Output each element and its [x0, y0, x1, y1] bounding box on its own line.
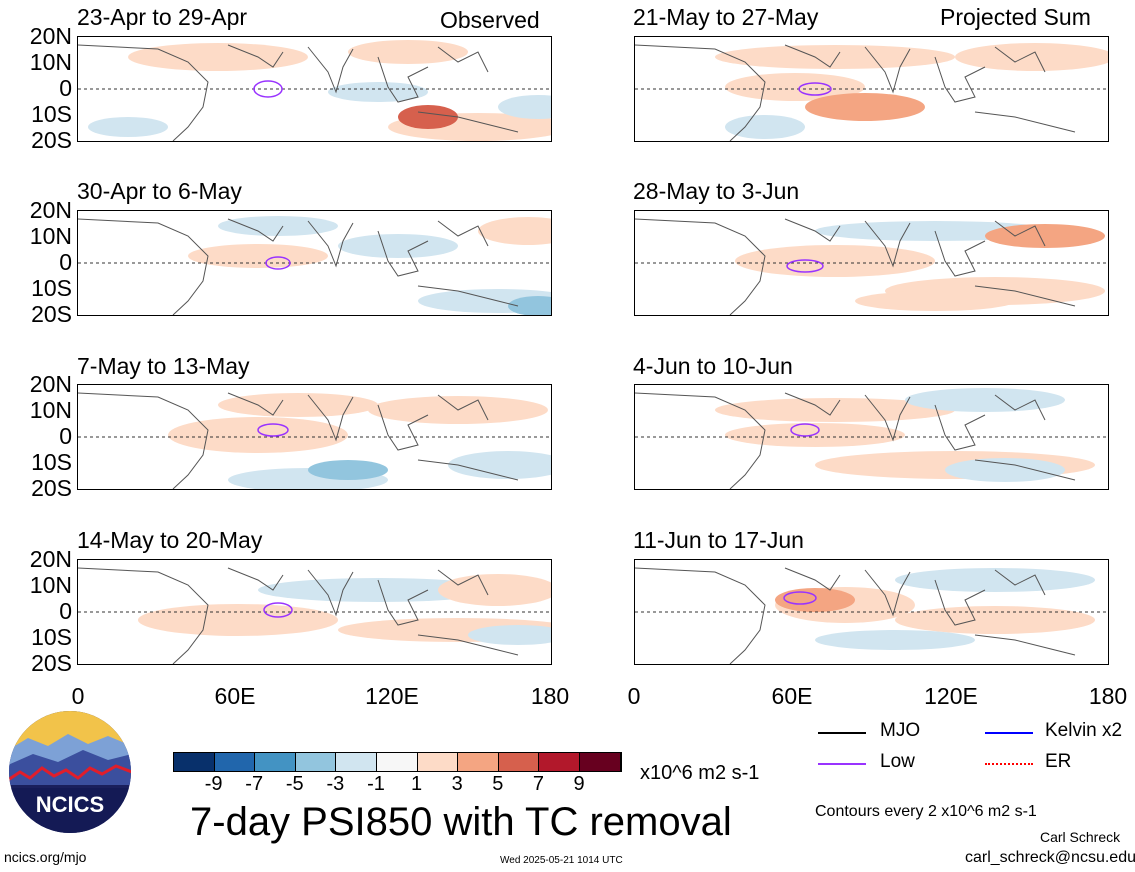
colorbar-tick-label: 1 — [411, 773, 423, 795]
contour-note: Contours every 2 x10^6 m2 s-1 — [815, 803, 1037, 820]
legend-mjo-line — [818, 732, 866, 734]
colorbar-units: x10^6 m2 s-1 — [640, 762, 760, 784]
lat-label: 0 — [59, 598, 72, 624]
lon-label: 180 — [1088, 683, 1128, 709]
author-name: Carl Schreck — [1040, 829, 1121, 845]
lat-label: 10N — [29, 223, 72, 249]
timestamp: Wed 2025-05-21 1014 UTC — [500, 855, 623, 866]
colorbar-box — [295, 753, 337, 771]
colorbar-box — [498, 753, 540, 771]
lat-label: 10N — [29, 49, 72, 75]
colorbar — [173, 752, 622, 772]
colorbar-tick-label: 9 — [573, 773, 585, 795]
colorbar-tick-label: 7 — [532, 773, 544, 795]
lat-label: 10N — [29, 397, 72, 423]
lat-label: 20N — [29, 23, 72, 49]
colorbar-tick-label: -9 — [204, 773, 223, 795]
observed-label: Observed — [440, 7, 540, 33]
lat-label: 10N — [29, 572, 72, 598]
lon-label: 0 — [71, 683, 85, 709]
lat-label: 20S — [31, 475, 72, 501]
panel-title: 30-Apr to 6-May — [77, 178, 242, 204]
panel-title: 23-Apr to 29-Apr — [77, 4, 248, 30]
colorbar-tick-label: -3 — [326, 773, 345, 795]
colorbar-box — [376, 753, 418, 771]
lon-label: 0 — [627, 683, 641, 709]
lat-label: 20S — [31, 301, 72, 327]
psi850-map — [77, 384, 552, 490]
lat-label: 20S — [31, 650, 72, 676]
colorbar-tick-label: -7 — [245, 773, 264, 795]
lon-label: 120E — [365, 683, 419, 709]
lat-label: 10S — [31, 275, 72, 301]
colorbar-box — [579, 753, 621, 771]
lon-label: 60E — [214, 683, 256, 709]
site-link[interactable]: ncics.org/mjo — [4, 849, 87, 865]
lat-label: 10S — [31, 624, 72, 650]
colorbar-tick-label: 3 — [451, 773, 463, 795]
legend-kelvin-line — [985, 732, 1033, 734]
lon-label: 180 — [530, 683, 570, 709]
psi850-map — [77, 210, 552, 316]
legend-er-line — [985, 763, 1033, 765]
colorbar-box — [336, 753, 377, 771]
colorbar-box — [458, 753, 499, 771]
lat-label: 20N — [29, 197, 72, 223]
lat-label: 0 — [59, 75, 72, 101]
psi850-map — [634, 384, 1109, 490]
psi850-map — [634, 210, 1109, 316]
psi850-map — [77, 36, 552, 142]
lat-label: 0 — [59, 249, 72, 275]
lat-label: 20N — [29, 546, 72, 572]
psi850-map — [77, 559, 552, 665]
projected-label: Projected Sum — [940, 4, 1091, 30]
legend-er-label: ER — [1045, 751, 1072, 772]
colorbar-tick-label: 5 — [492, 773, 504, 795]
lat-label: 20S — [31, 127, 72, 153]
panel-title: 11-Jun to 17-Jun — [633, 527, 804, 553]
panel-title: 14-May to 20-May — [77, 527, 263, 553]
lon-label: 60E — [771, 683, 813, 709]
colorbar-box — [255, 753, 296, 771]
lat-label: 10S — [31, 449, 72, 475]
lat-label: 0 — [59, 423, 72, 449]
panel-title: 4-Jun to 10-Jun — [633, 353, 793, 379]
psi850-map — [634, 36, 1109, 142]
colorbar-box — [174, 753, 215, 771]
main-title: 7-day PSI850 with TC removal — [190, 800, 732, 844]
panel-title: 28-May to 3-Jun — [633, 178, 800, 204]
author-email: carl_schreck@ncsu.edu — [965, 849, 1135, 866]
ncics-logo: NCICS — [8, 710, 132, 834]
lat-label: 10S — [31, 101, 72, 127]
panel-title: 7-May to 13-May — [77, 353, 250, 379]
colorbar-box — [539, 753, 580, 771]
legend-low-label: Low — [880, 751, 915, 772]
legend-mjo-label: MJO — [880, 720, 921, 741]
panel-title: 21-May to 27-May — [633, 4, 819, 30]
colorbar-tick-label: -1 — [367, 773, 385, 795]
colorbar-box — [417, 753, 459, 771]
colorbar-tick-label: -5 — [285, 773, 304, 795]
legend-low-line — [818, 763, 866, 765]
lon-label: 120E — [924, 683, 978, 709]
colorbar-box — [214, 753, 256, 771]
legend-kelvin-label: Kelvin x2 — [1045, 720, 1123, 741]
psi850-map — [634, 559, 1109, 665]
lat-label: 20N — [29, 371, 72, 397]
logo-text: NCICS — [36, 792, 104, 817]
